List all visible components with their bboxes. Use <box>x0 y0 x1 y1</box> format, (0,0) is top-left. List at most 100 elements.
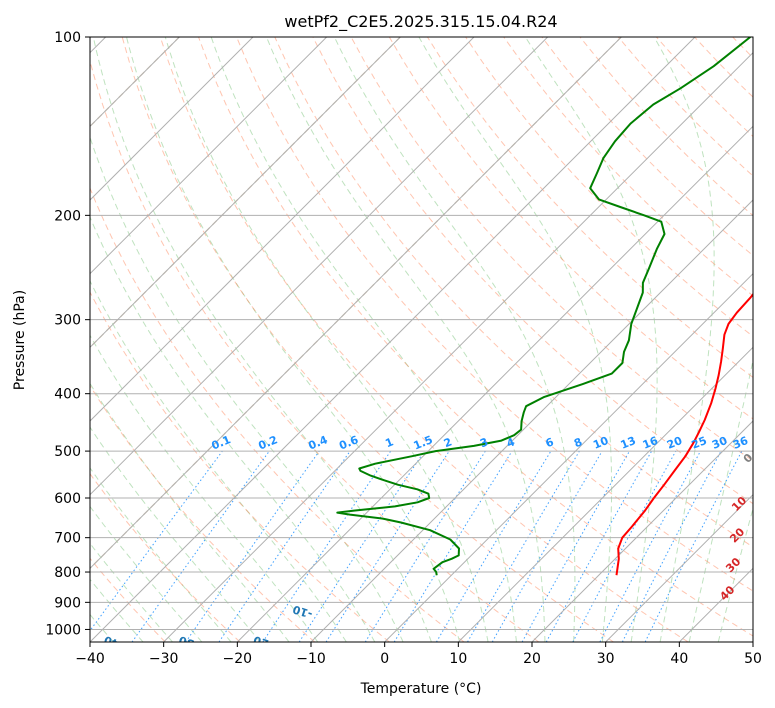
moist-adiabat-line <box>653 37 715 642</box>
dry-adiabat-label: -20 <box>251 633 274 652</box>
isotherm-gridline <box>90 37 622 570</box>
moist-adiabat-line <box>164 37 489 642</box>
isotherm-gridline <box>236 125 753 642</box>
x-tick-label: 40 <box>670 651 688 667</box>
y-tick-label: 300 <box>54 313 81 329</box>
x-tick-label: −20 <box>223 651 253 667</box>
y-tick-label: 600 <box>54 491 81 507</box>
moist-adiabat-line <box>90 505 203 642</box>
x-tick-label: 30 <box>597 651 615 667</box>
mixing-ratio-line <box>644 450 743 642</box>
dry-adiabat-line <box>90 59 540 642</box>
dry-adiabat-line <box>90 472 241 642</box>
plot-content: -100-90-80-70-60-50-40-30-20-100.10.20.4… <box>90 37 753 652</box>
moist-adiabat-line <box>90 426 261 642</box>
dry-adiabat-line <box>388 37 753 420</box>
moist-adiabat-line <box>524 37 658 642</box>
x-tick-label: −30 <box>149 651 179 667</box>
isotherm-gridline <box>605 493 753 642</box>
y-tick-label: 900 <box>54 595 81 611</box>
dry-adiabat-label: -10 <box>291 602 314 621</box>
mixing-ratio-line <box>325 450 450 642</box>
isotherm-gridline <box>90 37 254 201</box>
mixing-ratio-line <box>572 450 677 642</box>
mixing-ratio-line <box>262 450 392 642</box>
dry-adiabat-line <box>90 186 465 642</box>
isotherm-gridline <box>90 37 328 275</box>
isotherm-gridline <box>384 272 753 642</box>
y-axis-label: Pressure (hPa) <box>12 290 28 390</box>
moist-adiabat-line <box>90 382 290 642</box>
x-tick-label: 0 <box>380 651 389 667</box>
isotherm-gridline <box>752 641 753 642</box>
y-tick-label: 200 <box>54 208 81 224</box>
moist-adiabat-line <box>90 467 232 642</box>
mixing-ratio-label: 8 <box>572 435 584 450</box>
isotherm-gridline <box>457 346 753 642</box>
dry-adiabat-line <box>503 37 753 297</box>
isotherm-gridline <box>90 37 401 349</box>
moist-adiabat-line <box>90 578 144 642</box>
x-tick-label: −40 <box>75 651 105 667</box>
mixing-ratio-label: 13 <box>619 434 638 452</box>
dewpoint-profile-line <box>336 37 751 576</box>
y-tick-label: 100 <box>54 30 81 46</box>
chart-title: wetPf2_C2E5.2025.315.15.04.R24 <box>284 12 557 32</box>
dry-adiabat-label: -30 <box>177 633 200 652</box>
dry-adiabat-line <box>159 37 689 642</box>
moist-adiabat-line <box>126 37 461 642</box>
y-tick-label: 700 <box>54 531 81 547</box>
x-tick-label: 20 <box>523 651 541 667</box>
mixing-ratio-label: 20 <box>665 434 684 452</box>
dry-adiabat-line <box>426 37 753 378</box>
mixing-ratio-line <box>185 450 320 642</box>
moist-adiabat-line <box>90 135 404 642</box>
moist-adiabat-line <box>717 506 753 642</box>
moist-adiabat-line <box>688 358 753 642</box>
isotherm-gridline <box>90 37 549 496</box>
mixing-ratio-lines <box>90 450 743 642</box>
sounding-series <box>336 37 753 576</box>
dry-adiabat-line <box>121 37 614 642</box>
moist-adiabat-line <box>333 37 576 642</box>
dry-adiabat-line <box>90 384 316 642</box>
dry-adiabat-line <box>236 37 753 592</box>
dry-adiabat-line <box>274 37 753 548</box>
mixing-ratio-label: 1 <box>383 435 395 450</box>
moist-adiabat-line <box>210 37 517 642</box>
moist-adiabats <box>90 37 753 642</box>
isotherm-gridline <box>531 420 753 642</box>
moist-adiabat-line <box>418 37 613 642</box>
temperature-profile-line <box>615 292 753 576</box>
plot-frame <box>89 36 754 643</box>
x-tick-label: 50 <box>744 651 762 667</box>
grid-lines <box>90 37 753 642</box>
moist-adiabat-line <box>90 334 319 642</box>
mixing-ratio-line <box>131 450 270 642</box>
mixing-ratio-line <box>90 450 223 632</box>
x-tick-label: 10 <box>449 651 467 667</box>
y-tick-label: 400 <box>54 387 81 403</box>
mixing-ratio-label: 10 <box>591 434 610 452</box>
y-tick-label: 800 <box>54 565 81 581</box>
x-axis-label: Temperature (°C) <box>360 681 482 697</box>
plot-area <box>90 37 753 642</box>
mixing-ratio-line <box>545 450 653 642</box>
isotherm-gridline <box>163 51 753 642</box>
y-axis: 100 200 300 400 500 600 700 800 900 1000 <box>45 30 90 638</box>
y-tick-label: 1000 <box>45 622 81 638</box>
mixing-ratio-line <box>298 450 425 642</box>
mixing-ratio-line <box>218 450 351 642</box>
mixing-ratio-label: 30 <box>710 434 729 452</box>
mixing-ratio-label: 3 <box>478 435 490 450</box>
mixing-ratio-label: 16 <box>641 434 660 452</box>
x-axis: −40 −30 −20 −10 0 10 20 30 40 50 <box>75 642 762 667</box>
moist-adiabat-line <box>92 37 432 642</box>
dry-adiabat-line <box>312 37 753 505</box>
dry-adiabat-label: -40 <box>102 633 125 652</box>
isotherm-gridline <box>90 37 696 642</box>
isotherm-gridline <box>90 37 475 422</box>
dry-adiabat-line <box>90 291 390 642</box>
mixing-ratio-label: 2 <box>442 435 454 450</box>
